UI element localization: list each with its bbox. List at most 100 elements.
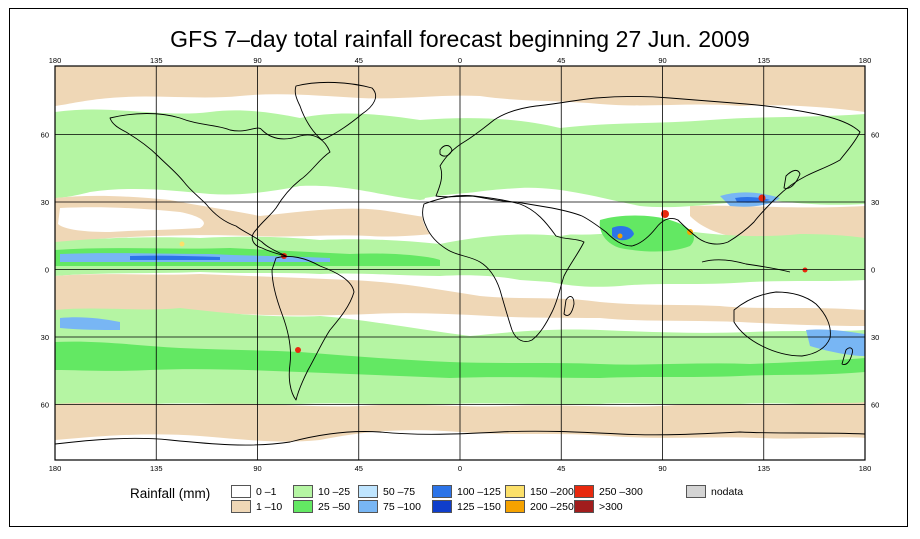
eurasia-coast (435, 96, 861, 247)
legend-swatch (505, 485, 525, 498)
north-america-coast (109, 113, 331, 257)
legend-item: nodata (686, 485, 743, 498)
lat-tick-right: 0 (871, 266, 875, 275)
legend-item: 50 –75 (358, 485, 415, 498)
legend-swatch (293, 485, 313, 498)
legend-item: 100 –125 (432, 485, 501, 498)
graticule (55, 66, 865, 460)
legend-swatch (293, 500, 313, 513)
legend-label: >300 (599, 500, 623, 513)
sahara-arabia-dry-region (421, 191, 633, 236)
map-border (54, 65, 866, 461)
lon-tick-top: 135 (150, 56, 163, 65)
legend-label: 100 –125 (457, 485, 501, 498)
heavy-rain-spot (617, 233, 623, 239)
lon-tick-bottom: 180 (859, 464, 872, 473)
map-title: GFS 7–day total rainfall forecast beginn… (170, 26, 750, 52)
greenland-coast (294, 81, 376, 141)
heavy-rain-spot (295, 347, 301, 353)
legend-item: 75 –100 (358, 500, 421, 513)
lon-tick-top: 90 (253, 56, 261, 65)
legend-label: 75 –100 (383, 500, 421, 513)
legend-swatch (231, 500, 251, 513)
lon-tick-bottom: 90 (253, 464, 261, 473)
lat-tick-left: 30 (41, 198, 49, 207)
heavy-rain-spot (758, 194, 766, 202)
indian-monsoon-region (599, 215, 694, 252)
legend-label: 50 –75 (383, 485, 416, 498)
legend-item: 25 –50 (293, 500, 350, 513)
lat-tick-left: 60 (41, 401, 49, 410)
legend-label: 150 –200 (530, 485, 574, 498)
lat-tick-right: 30 (871, 198, 879, 207)
lat-tick-right: 60 (871, 131, 879, 140)
legend-swatch (432, 485, 452, 498)
legend-label: 10 –25 (318, 485, 351, 498)
australia-coast (733, 291, 831, 357)
axis-ticks: 180 180 135 135 90 90 45 45 0 0 45 45 90 90 135 135 180 1… (41, 56, 880, 473)
lat-tick-right: 30 (871, 333, 879, 342)
lon-tick-bottom: 135 (150, 464, 163, 473)
lon-tick-bottom: 135 (757, 464, 770, 473)
itcz-blue-core (130, 255, 220, 260)
lat-tick-left: 0 (45, 266, 49, 275)
bay-of-bengal-heavy (612, 226, 634, 241)
legend-swatch (574, 500, 594, 513)
legend-swatch (358, 500, 378, 513)
lon-tick-top: 0 (458, 56, 462, 65)
lon-tick-top: 45 (557, 56, 565, 65)
legend-label: 0 –1 (256, 485, 277, 498)
coastlines (55, 81, 865, 446)
legend-swatch (686, 485, 706, 498)
heavy-rain-spot (661, 210, 669, 218)
legend-label: 200 –250 (530, 500, 574, 513)
south-indian-ocean-blue (60, 317, 120, 330)
legend-label: 25 –50 (318, 500, 351, 513)
legend-label: nodata (711, 485, 744, 498)
antarctica-coast (55, 430, 865, 446)
legend-item: 150 –200 (505, 485, 574, 498)
legend-item: >300 (574, 500, 623, 513)
legend-label: 250 –300 (599, 485, 643, 498)
lon-tick-top: 90 (658, 56, 666, 65)
legend-label: 125 –150 (457, 500, 501, 513)
legend-item: 0 –1 (231, 485, 276, 498)
legend-swatch (432, 500, 452, 513)
legend-swatch (358, 485, 378, 498)
lon-tick-bottom: 0 (458, 464, 462, 473)
figure-frame (9, 8, 908, 527)
north-pacific-dry-region (58, 207, 204, 232)
legend-item: 200 –250 (505, 500, 574, 513)
heavy-rain-spot (802, 267, 808, 273)
legend-swatch (574, 485, 594, 498)
indonesia-coast (701, 259, 791, 273)
legend-item: 1 –10 (231, 500, 282, 513)
japan-coast (783, 169, 801, 189)
lon-tick-bottom: 45 (557, 464, 565, 473)
lon-tick-top: 180 (49, 56, 62, 65)
lat-tick-left: 30 (41, 333, 49, 342)
south-america-coast (271, 255, 355, 401)
lon-tick-top: 135 (757, 56, 770, 65)
africa-coast (422, 195, 585, 342)
british-isles-coast (439, 145, 453, 157)
legend-item: 125 –150 (432, 500, 501, 513)
lon-tick-bottom: 90 (658, 464, 666, 473)
legend-item: 250 –300 (574, 485, 643, 498)
legend-swatch (231, 485, 251, 498)
north-subtropical-tan-region (55, 195, 455, 242)
heavy-rain-spot (179, 241, 185, 247)
south-pacific-blue (806, 329, 865, 356)
legend-swatch (505, 500, 525, 513)
legend-item: 10 –25 (293, 485, 350, 498)
new-zealand-coast (841, 347, 853, 365)
lon-tick-bottom: 180 (49, 464, 62, 473)
lon-tick-bottom: 45 (355, 464, 363, 473)
madagascar-coast (563, 296, 575, 316)
legend-label: 1 –10 (256, 500, 283, 513)
lon-tick-top: 45 (355, 56, 363, 65)
pacific-subtropical-tan-region (690, 205, 865, 243)
lat-tick-left: 60 (41, 131, 49, 140)
lat-tick-right: 60 (871, 401, 879, 410)
